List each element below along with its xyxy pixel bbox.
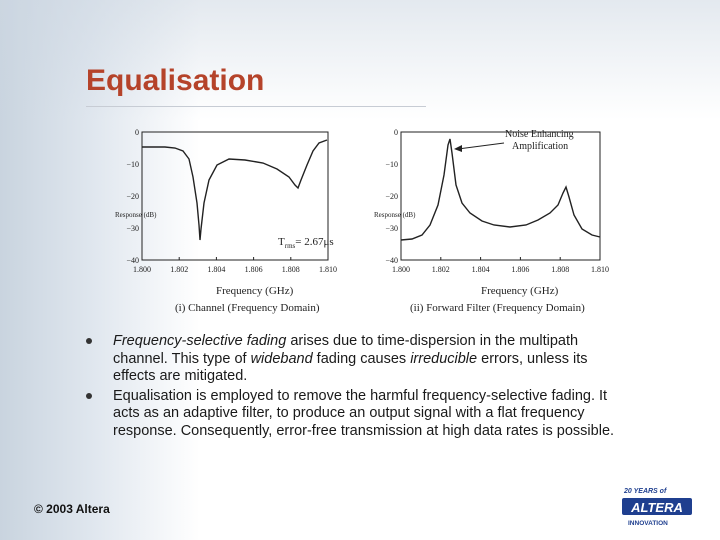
x-tick-label: 1.810 <box>319 265 337 274</box>
side-label: Response (dB) <box>115 211 157 219</box>
title-divider <box>86 106 426 107</box>
bullet-text: Frequency-selective fading arises due to… <box>113 333 631 386</box>
logo-brand-text: ALTERA <box>630 500 683 515</box>
noise-annotation-line1: Noise Enhancing <box>505 129 574 140</box>
y-tick-label: 0 <box>394 128 398 137</box>
left-xlabel: Frequency (GHz) <box>216 285 294 297</box>
altera-logo: 20 YEARS of ALTERA INNOVATION <box>622 488 692 527</box>
y-tick-label: −10 <box>126 160 139 169</box>
trms-annotation: Trms= 2.67μs <box>278 236 334 250</box>
channel-response-curve <box>142 139 328 241</box>
bullet-text: Equalisation is employed to remove the h… <box>113 388 631 441</box>
bullet-dot-icon <box>86 392 92 399</box>
bullet-text-span: arises due to time-dispersion in the mul… <box>113 333 579 367</box>
x-tick-label: 1.800 <box>392 265 410 274</box>
left-caption: (i) Channel (Frequency Domain) <box>175 302 320 314</box>
x-tick-label: 1.804 <box>472 265 490 274</box>
x-tick-label: 1.806 <box>245 265 263 274</box>
right-caption: (ii) Forward Filter (Frequency Domain) <box>410 302 585 314</box>
x-tick-label: 1.800 <box>133 265 151 274</box>
x-tick-label: 1.806 <box>511 265 529 274</box>
logo-top-text: 20 YEARS of <box>623 488 667 495</box>
right-xlabel: Frequency (GHz) <box>481 285 559 297</box>
background-fade <box>0 0 720 120</box>
logo-bar <box>622 498 692 515</box>
bullet-text-span: irreducible <box>410 350 478 367</box>
x-tick-label: 1.802 <box>170 265 188 274</box>
plot-frame <box>400 131 601 261</box>
channel-frequency-plot: 0 −10 −20 −30 −40 1.800 1.802 1.804 1.806 1.808 1… <box>115 128 337 274</box>
y-tick-label: −10 <box>385 160 398 169</box>
bullet-text-span: Equalisation is employed to remove the h… <box>113 387 615 439</box>
x-tick-label: 1.808 <box>551 265 569 274</box>
annotation-arrowhead <box>454 145 462 152</box>
bullet-item: Equalisation is employed to remove the h… <box>86 388 631 441</box>
annotation-arrow-line <box>457 142 505 150</box>
forward-filter-plot: 0 −10 −20 −30 −40 1.800 1.802 1.804 1.806 1.808 1… <box>374 128 609 274</box>
y-tick-label: −40 <box>126 256 139 265</box>
plot-frame <box>141 131 329 261</box>
bullet-text-span: wideband <box>250 350 313 367</box>
page-title: Equalisation <box>86 64 265 97</box>
x-tick-label: 1.810 <box>591 265 609 274</box>
filter-response-curve <box>400 138 601 241</box>
bullet-dot-icon <box>86 338 92 344</box>
noise-annotation-line2: Amplification <box>512 141 568 152</box>
y-tick-label: −40 <box>385 256 398 265</box>
y-tick-label: −20 <box>385 192 398 201</box>
y-tick-label: −30 <box>385 224 398 233</box>
x-tick-label: 1.804 <box>207 265 225 274</box>
bullet-list: Frequency-selective fading arises due to… <box>86 333 631 442</box>
side-label: Response (dB) <box>374 211 416 219</box>
bullet-text-span: errors, unless its effects are mitigated… <box>113 350 588 385</box>
y-tick-label: −30 <box>126 224 139 233</box>
y-tick-label: 0 <box>135 128 139 137</box>
bullet-text-span: Frequency-selective fading <box>113 333 287 349</box>
bullet-item: Frequency-selective fading arises due to… <box>86 333 631 386</box>
copyright-footer: © 2003 Altera <box>34 502 110 516</box>
x-tick-label: 1.808 <box>282 265 300 274</box>
y-tick-label: −20 <box>126 192 139 201</box>
logo-bottom-text: INNOVATION <box>628 520 668 527</box>
x-tick-label: 1.802 <box>432 265 450 274</box>
bullet-text-span: fading causes <box>312 350 411 367</box>
